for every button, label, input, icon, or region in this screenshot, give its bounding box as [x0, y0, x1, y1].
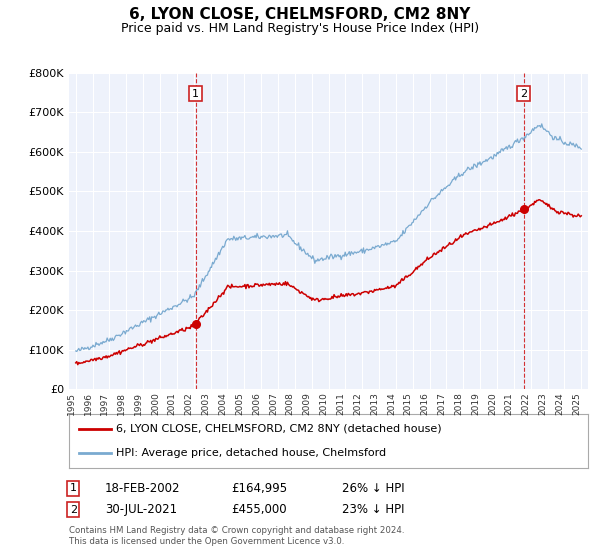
Text: 2007: 2007	[269, 392, 278, 415]
Text: 1998: 1998	[117, 392, 126, 415]
Text: 1995: 1995	[67, 392, 76, 415]
Text: 2001: 2001	[168, 392, 177, 415]
Text: 1997: 1997	[100, 392, 109, 415]
Text: Contains HM Land Registry data © Crown copyright and database right 2024.: Contains HM Land Registry data © Crown c…	[69, 526, 404, 535]
Text: 2004: 2004	[218, 392, 227, 415]
Text: 2000: 2000	[151, 392, 160, 415]
Text: 2012: 2012	[353, 392, 362, 415]
Text: 2022: 2022	[522, 392, 531, 414]
Text: 2011: 2011	[337, 392, 346, 415]
Text: 18-FEB-2002: 18-FEB-2002	[105, 482, 181, 495]
Text: 2006: 2006	[252, 392, 261, 415]
Text: 2008: 2008	[286, 392, 295, 415]
Text: 6, LYON CLOSE, CHELMSFORD, CM2 8NY: 6, LYON CLOSE, CHELMSFORD, CM2 8NY	[130, 7, 470, 22]
Text: 1999: 1999	[134, 392, 143, 415]
Text: This data is licensed under the Open Government Licence v3.0.: This data is licensed under the Open Gov…	[69, 537, 344, 546]
Text: 2016: 2016	[421, 392, 430, 415]
Text: 2: 2	[520, 88, 527, 99]
Text: 30-JUL-2021: 30-JUL-2021	[105, 503, 177, 516]
Text: 2024: 2024	[556, 392, 565, 414]
Text: 23% ↓ HPI: 23% ↓ HPI	[342, 503, 404, 516]
Text: 2018: 2018	[454, 392, 463, 415]
Text: 2013: 2013	[370, 392, 379, 415]
Text: 2009: 2009	[302, 392, 311, 415]
Text: 2010: 2010	[320, 392, 329, 415]
Text: 2019: 2019	[471, 392, 480, 415]
Text: 1996: 1996	[83, 392, 92, 415]
Text: 2014: 2014	[387, 392, 396, 415]
Text: 2023: 2023	[539, 392, 548, 415]
Text: 2017: 2017	[437, 392, 446, 415]
Text: 2002: 2002	[185, 392, 194, 415]
Text: 2005: 2005	[235, 392, 244, 415]
Text: 26% ↓ HPI: 26% ↓ HPI	[342, 482, 404, 495]
Text: 1: 1	[192, 88, 199, 99]
Text: HPI: Average price, detached house, Chelmsford: HPI: Average price, detached house, Chel…	[116, 448, 386, 458]
Text: 2025: 2025	[572, 392, 581, 415]
Text: £164,995: £164,995	[231, 482, 287, 495]
Text: 6, LYON CLOSE, CHELMSFORD, CM2 8NY (detached house): 6, LYON CLOSE, CHELMSFORD, CM2 8NY (deta…	[116, 424, 442, 434]
Text: 2015: 2015	[404, 392, 413, 415]
Text: 2: 2	[70, 505, 77, 515]
Text: 1: 1	[70, 483, 77, 493]
Text: 2021: 2021	[505, 392, 514, 415]
Text: Price paid vs. HM Land Registry's House Price Index (HPI): Price paid vs. HM Land Registry's House …	[121, 22, 479, 35]
Text: 2020: 2020	[488, 392, 497, 415]
Text: £455,000: £455,000	[231, 503, 287, 516]
Text: 2003: 2003	[202, 392, 211, 415]
